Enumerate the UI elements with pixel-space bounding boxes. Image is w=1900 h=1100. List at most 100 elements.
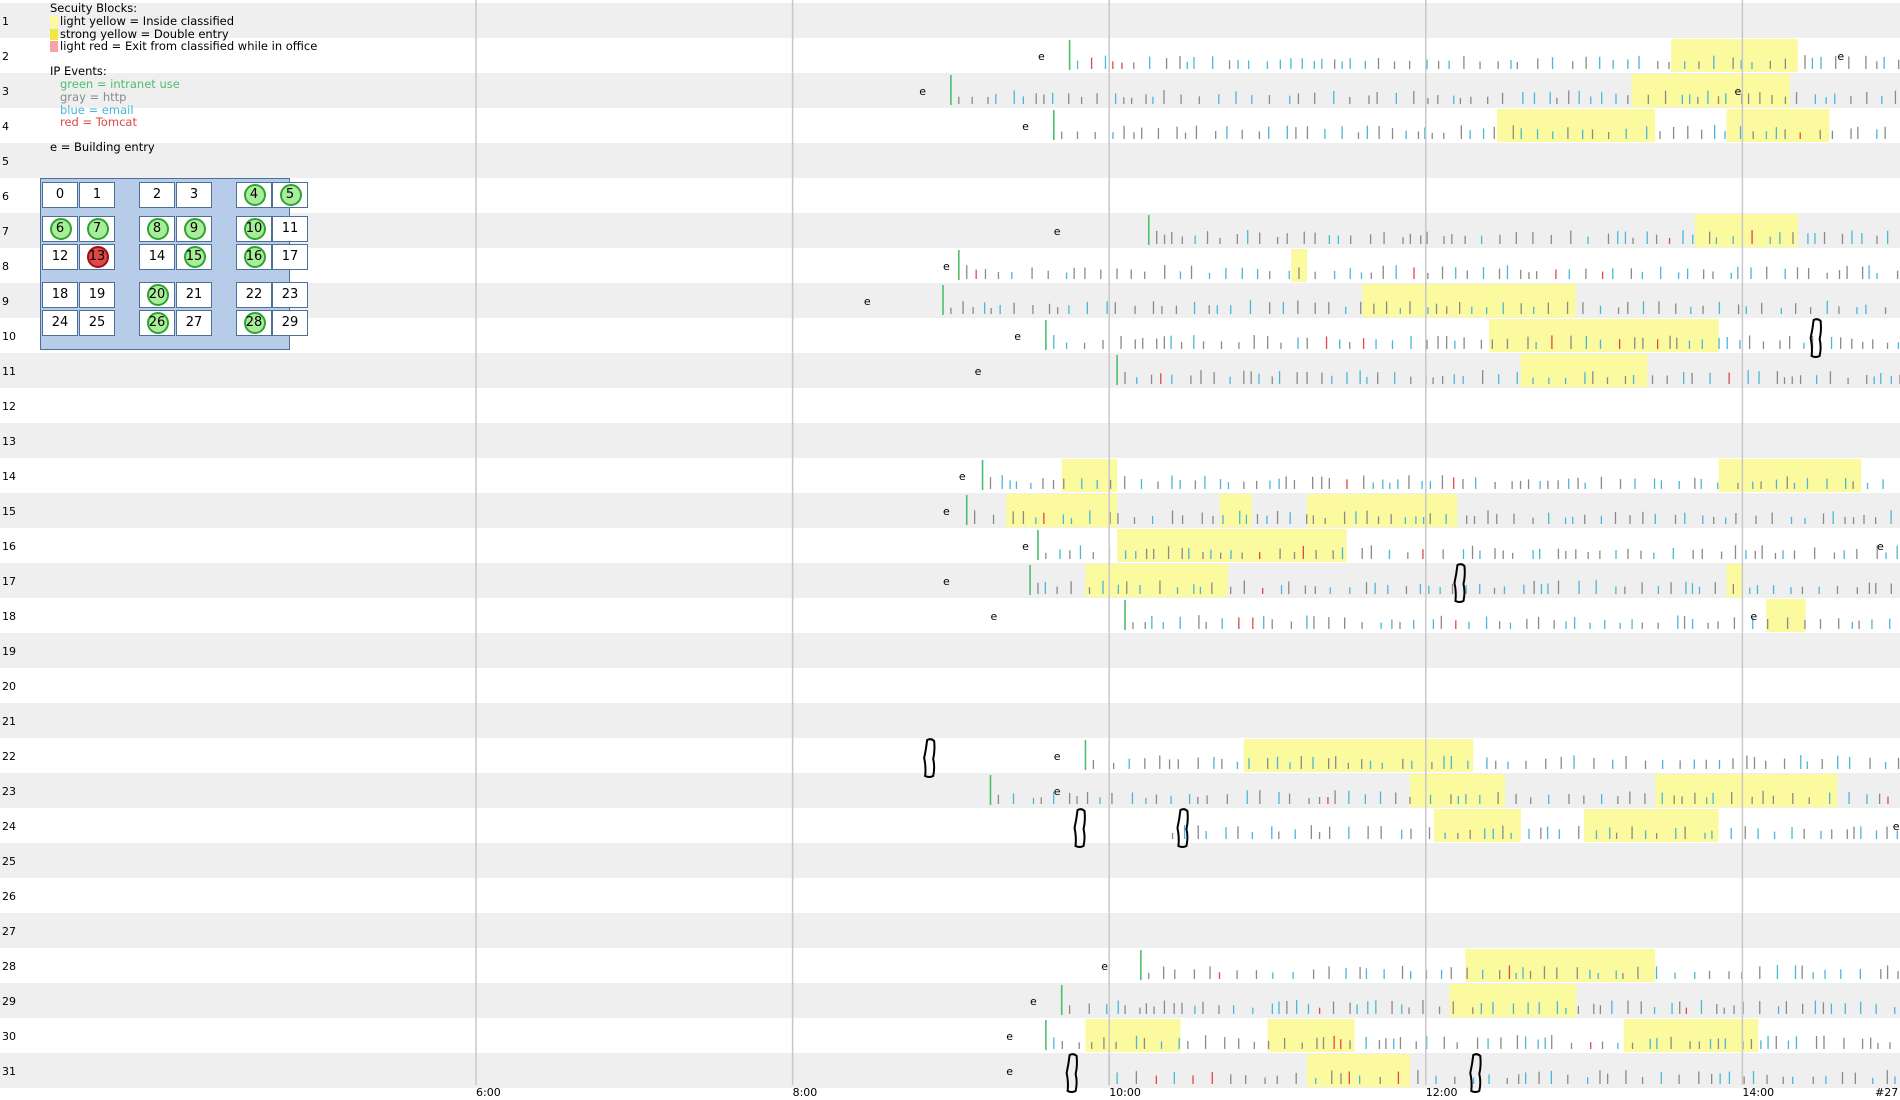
anomaly-outline xyxy=(923,738,936,778)
building-entry-marker: e xyxy=(864,295,871,308)
room-23: 23 xyxy=(272,282,308,308)
legend-label: light red = Exit from classified while i… xyxy=(60,39,318,54)
room-number: 23 xyxy=(281,287,299,302)
legend-item-light-red: light red = Exit from classified while i… xyxy=(50,40,317,53)
security-block xyxy=(1243,739,1474,772)
room-number: 5 xyxy=(285,187,295,202)
green-status-circle xyxy=(147,312,169,334)
row-label: 22 xyxy=(2,750,16,763)
row-band xyxy=(0,423,1900,458)
row-label: 19 xyxy=(2,645,16,658)
room-number: 27 xyxy=(185,315,203,330)
legend-item-intranet: green = intranet use xyxy=(60,76,180,91)
security-block xyxy=(1409,774,1505,807)
room-number: 16 xyxy=(245,249,263,264)
red-status-circle xyxy=(87,246,109,268)
security-block xyxy=(1726,109,1830,142)
security-block xyxy=(1307,494,1458,527)
room-3: 3 xyxy=(176,182,212,208)
legend-security-title: Secuity Blocks: xyxy=(50,1,138,15)
row-label: 24 xyxy=(2,820,16,833)
row-band xyxy=(0,143,1900,178)
room-number: 21 xyxy=(185,287,203,302)
room-number: 29 xyxy=(281,315,299,330)
room-number: 15 xyxy=(185,249,203,264)
ip-event-ticks xyxy=(942,40,1900,1085)
row-label: 7 xyxy=(2,225,9,238)
anomaly-outline xyxy=(1469,1053,1482,1093)
building-entry-marker: e xyxy=(943,575,950,588)
anomaly-outline xyxy=(1809,318,1822,358)
light-red-swatch xyxy=(50,41,58,53)
room-27: 27 xyxy=(176,310,212,336)
building-entry-marker: e xyxy=(1014,330,1021,343)
room-number: 26 xyxy=(148,315,166,330)
legend-entry-note: e = Building entry xyxy=(50,140,155,155)
x-tick-label: 14:00 xyxy=(1742,1086,1774,1099)
room-29: 29 xyxy=(272,310,308,336)
building-entry-marker: e xyxy=(1006,1065,1013,1078)
legend-label: light yellow = Inside classified xyxy=(60,13,235,28)
room-number: 1 xyxy=(92,187,102,202)
room-7: 7 xyxy=(79,216,115,242)
anomaly-outline xyxy=(1065,1053,1078,1093)
room-number: 10 xyxy=(245,221,263,236)
room-number: 2 xyxy=(152,187,162,202)
room-number: 28 xyxy=(245,315,263,330)
security-block xyxy=(1061,459,1118,492)
room-number: 13 xyxy=(88,249,106,264)
room-9: 9 xyxy=(176,216,212,242)
security-block xyxy=(1085,1019,1181,1052)
row-band xyxy=(0,703,1900,738)
room-21: 21 xyxy=(176,282,212,308)
building-entry-marker: e xyxy=(1837,50,1844,63)
x-end-label: #27 xyxy=(1875,1086,1898,1099)
legend-item-light-yellow: light yellow = Inside classified xyxy=(50,13,317,28)
room-16: 16 xyxy=(236,244,272,270)
row-band xyxy=(0,73,1900,108)
row-label: 4 xyxy=(2,120,9,133)
green-status-circle xyxy=(184,218,206,240)
building-entry-marker: e xyxy=(1022,120,1029,133)
green-status-circle xyxy=(244,218,266,240)
building-entry-marker: e xyxy=(943,505,950,518)
room-number: 25 xyxy=(88,315,106,330)
anomaly-outline xyxy=(1073,808,1086,848)
row-label: 30 xyxy=(2,1030,16,1043)
room-18: 18 xyxy=(42,282,78,308)
security-block xyxy=(1631,74,1790,107)
row-label: 17 xyxy=(2,575,16,588)
row-band xyxy=(0,843,1900,878)
security-block xyxy=(1497,109,1656,142)
row-label: 10 xyxy=(2,330,16,343)
green-status-circle xyxy=(147,218,169,240)
green-status-circle xyxy=(244,246,266,268)
room-number: 24 xyxy=(51,315,69,330)
row-band xyxy=(0,913,1900,948)
row-label: 11 xyxy=(2,365,16,378)
row-label: 27 xyxy=(2,925,16,938)
room-10: 10 xyxy=(236,216,272,242)
security-block xyxy=(1006,494,1118,527)
security-block xyxy=(1584,809,1719,842)
green-status-circle xyxy=(50,218,72,240)
security-block xyxy=(1307,1054,1410,1087)
anomaly-outline xyxy=(1453,563,1466,603)
row-label: 13 xyxy=(2,435,16,448)
room-number: 6 xyxy=(55,221,65,236)
green-status-circle xyxy=(184,246,206,268)
room-19: 19 xyxy=(79,282,115,308)
legend-item-http: gray = http xyxy=(60,89,127,104)
row-band xyxy=(0,563,1900,598)
building-entry-marker: e xyxy=(990,610,997,623)
security-block xyxy=(1726,564,1743,597)
building-entry-marker: e xyxy=(1101,960,1108,973)
room-number: 8 xyxy=(152,221,162,236)
hour-gridlines xyxy=(475,0,1744,1085)
legend-item-strong-yellow: strong yellow = Double entry xyxy=(50,27,317,41)
room-25: 25 xyxy=(79,310,115,336)
room-4: 4 xyxy=(236,182,272,208)
light-yellow-swatch xyxy=(50,15,58,27)
row-label: 12 xyxy=(2,400,16,413)
